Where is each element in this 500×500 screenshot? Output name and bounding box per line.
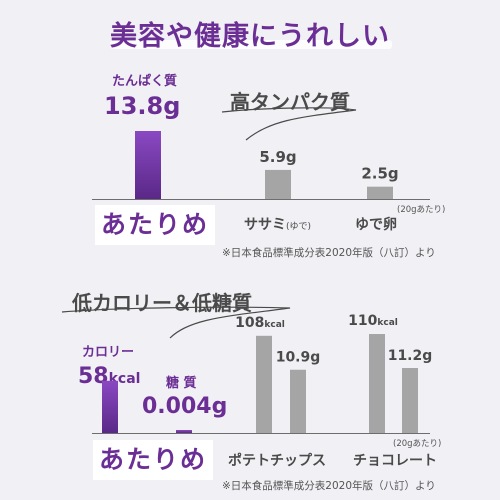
calorie-label: カロリー <box>82 345 135 360</box>
protein-bar-atarime <box>135 131 161 199</box>
section2-title: 低カロリー＆低糖質 <box>72 291 252 315</box>
sugar-bar-chocolate <box>402 368 418 433</box>
calorie-bar-chips <box>256 335 272 433</box>
per-note-1: (20gあたり) <box>397 205 446 215</box>
calorie-bar-chocolate <box>369 334 385 433</box>
atarime-label-2: あたりめ <box>93 440 213 480</box>
sugar-label: 糖 質 <box>166 376 197 391</box>
calorie-value-label-chips: 108kcal <box>235 315 285 331</box>
sugar-value-label-chips: 10.9g <box>276 350 321 366</box>
protein-label: たんぱく質 <box>112 74 178 89</box>
food-chocolate-name: チョコレート <box>353 453 437 469</box>
protein-bar-egg <box>367 186 393 199</box>
food-sasami-name: ササミ <box>244 217 286 233</box>
food-chips-name: ポテトチップス <box>228 453 326 469</box>
page-headline: 美容や健康にうれしい <box>110 21 390 52</box>
food-sasami: ササミ(ゆで) <box>244 214 311 234</box>
calorie-bar-atarime <box>102 380 118 433</box>
sugar-bar-chips <box>290 369 306 433</box>
atarime-label-1: あたりめ <box>95 205 215 245</box>
food-sasami-qualifier: (ゆで) <box>286 222 312 232</box>
protein-value-label-egg: 2.5g <box>361 165 398 183</box>
chart1-baseline <box>92 199 430 200</box>
calorie-value-label-chocolate: 110kcal <box>348 313 398 329</box>
per-note-2: (20gあたり) <box>393 439 442 449</box>
sugar-value-label-chocolate: 11.2g <box>388 348 433 364</box>
protein-value: 13.8g <box>104 92 181 120</box>
protein-value-label-sasami: 5.9g <box>259 148 296 166</box>
food-egg-name: ゆで卵 <box>355 217 397 233</box>
source-note-2: ※日本食品標準成分表2020年版（八訂）より <box>222 480 436 492</box>
source-note-1: ※日本食品標準成分表2020年版（八訂）より <box>222 247 436 259</box>
headline-highlight <box>110 40 392 49</box>
sugar-bar-atarime <box>176 430 192 433</box>
sugar-value: 0.004g <box>142 394 228 419</box>
chart2-baseline <box>92 433 430 434</box>
protein-bar-sasami <box>265 169 291 199</box>
